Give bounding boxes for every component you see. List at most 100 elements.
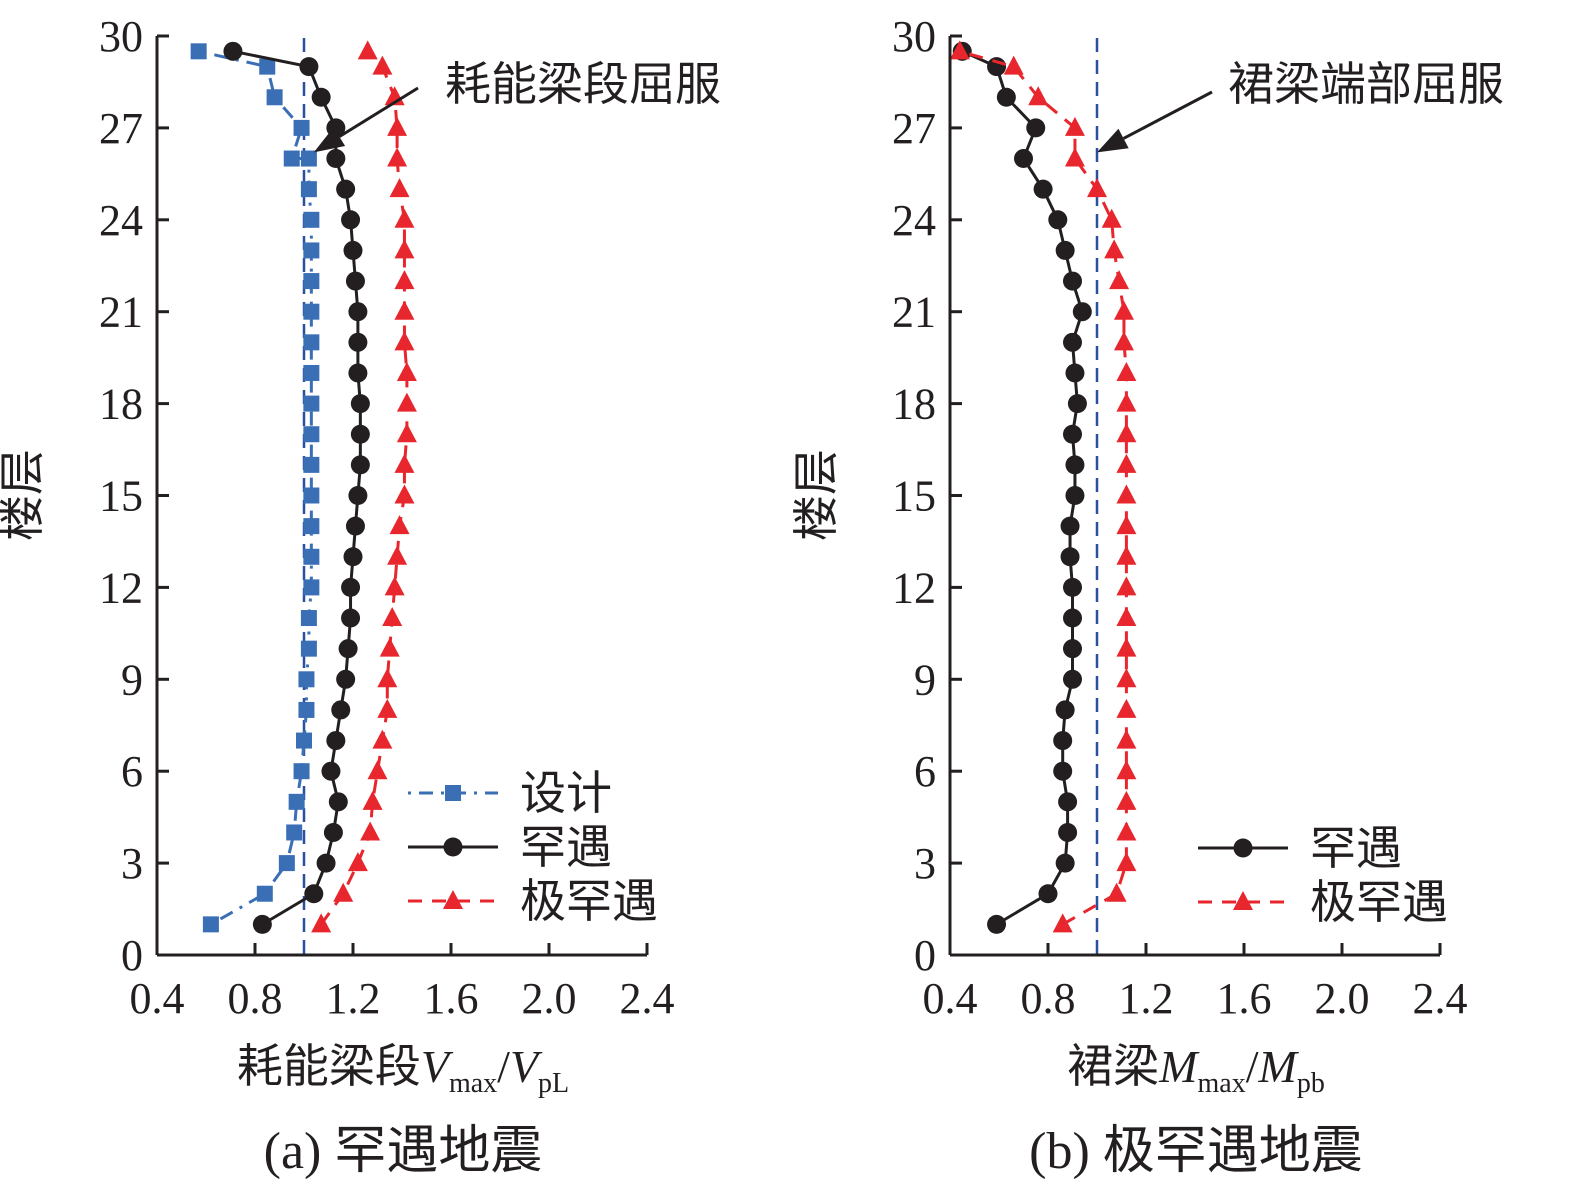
- y-tick-label: 30: [99, 12, 143, 61]
- panel-a-caption: (a) 罕遇地震: [264, 1123, 543, 1180]
- data-point: [377, 699, 397, 718]
- data-point: [301, 641, 317, 657]
- data-point: [1116, 668, 1136, 687]
- y-tick-label: 18: [99, 380, 143, 429]
- x-tick-label: 0.4: [130, 974, 185, 1023]
- data-point: [303, 518, 319, 534]
- y-tick-label: 12: [99, 563, 143, 612]
- data-point: [326, 731, 345, 750]
- data-point: [303, 488, 319, 504]
- annotation-arrow-shaft: [339, 88, 418, 137]
- legend-item: 设计: [408, 768, 612, 819]
- y-tick-label: 3: [914, 839, 936, 888]
- data-point: [1058, 823, 1077, 842]
- data-point: [1116, 454, 1136, 473]
- data-point: [1063, 609, 1082, 628]
- data-point: [341, 609, 360, 628]
- data-point: [339, 639, 358, 658]
- data-point: [223, 42, 242, 61]
- x-tick-label: 2.0: [522, 974, 577, 1023]
- legend-label: 罕遇: [1310, 823, 1402, 874]
- annotation-arrow-shaft: [1124, 92, 1212, 138]
- x-tick-label: 1.2: [1119, 974, 1174, 1023]
- data-point: [284, 151, 300, 167]
- data-point: [348, 486, 367, 505]
- data-point: [363, 791, 383, 810]
- y-tick-label: 15: [99, 472, 143, 521]
- data-point: [987, 57, 1006, 76]
- data-point: [394, 209, 414, 228]
- data-point: [397, 423, 417, 442]
- series-triangle: [950, 40, 1137, 932]
- y-tick-label: 21: [892, 288, 936, 337]
- data-point: [1116, 699, 1136, 718]
- data-point: [1114, 331, 1134, 350]
- data-point: [1116, 730, 1136, 749]
- data-point: [1114, 301, 1134, 320]
- data-point: [348, 302, 367, 321]
- data-point: [1087, 178, 1107, 197]
- legend-label: 罕遇: [520, 822, 612, 873]
- data-point: [296, 733, 312, 749]
- legend-label: 极罕遇: [520, 876, 658, 927]
- data-point: [1063, 333, 1082, 352]
- panel-a-x-axis-label: 耗能梁段Vmax/VpL: [237, 1041, 569, 1099]
- data-point: [303, 579, 319, 595]
- data-point: [336, 180, 355, 199]
- data-point: [257, 886, 273, 902]
- series-line: [199, 51, 312, 924]
- data-point: [321, 762, 340, 781]
- data-point: [303, 457, 319, 473]
- data-point: [1063, 639, 1082, 658]
- data-point: [351, 425, 370, 444]
- data-point: [333, 883, 353, 902]
- data-point: [303, 212, 319, 228]
- data-point: [326, 149, 345, 168]
- data-point: [1073, 302, 1092, 321]
- data-point: [377, 668, 397, 687]
- y-tick-label: 6: [914, 747, 936, 796]
- data-point: [253, 915, 272, 934]
- data-point: [324, 823, 343, 842]
- data-point: [344, 547, 363, 566]
- data-point: [317, 854, 336, 873]
- data-point: [390, 178, 410, 197]
- data-point: [267, 89, 283, 105]
- data-point: [1053, 913, 1073, 932]
- data-point: [394, 331, 414, 350]
- data-point: [344, 241, 363, 260]
- y-tick-label: 0: [914, 931, 936, 980]
- data-point: [1048, 210, 1067, 229]
- data-point: [1116, 791, 1136, 810]
- data-point: [1026, 118, 1045, 137]
- data-point: [1058, 792, 1077, 811]
- data-point: [390, 515, 410, 534]
- panel-b-y-axis-label: 楼层: [791, 449, 842, 541]
- data-point: [1109, 270, 1129, 289]
- x-tick-label: 1.6: [1217, 974, 1272, 1023]
- data-point: [394, 485, 414, 504]
- data-point: [303, 396, 319, 412]
- data-point: [1061, 517, 1080, 536]
- y-tick-label: 6: [121, 747, 143, 796]
- data-point: [1053, 731, 1072, 750]
- data-point: [360, 821, 380, 840]
- data-point: [358, 40, 378, 59]
- data-point: [331, 700, 350, 719]
- x-tick-label: 1.2: [326, 974, 381, 1023]
- annotation-arrow-head: [1097, 129, 1129, 153]
- data-point: [346, 272, 365, 291]
- annotation-label: 耗能梁段屈服: [445, 59, 721, 110]
- data-point: [303, 334, 319, 350]
- panel-a-y-axis-label: 楼层: [0, 449, 48, 541]
- data-point: [394, 301, 414, 320]
- data-point: [279, 855, 295, 871]
- y-tick-label: 18: [892, 380, 936, 429]
- data-point: [304, 884, 323, 903]
- data-point: [289, 794, 305, 810]
- data-point: [1102, 209, 1122, 228]
- data-point: [303, 365, 319, 381]
- x-tick-label: 2.4: [620, 974, 675, 1023]
- data-point: [312, 88, 331, 107]
